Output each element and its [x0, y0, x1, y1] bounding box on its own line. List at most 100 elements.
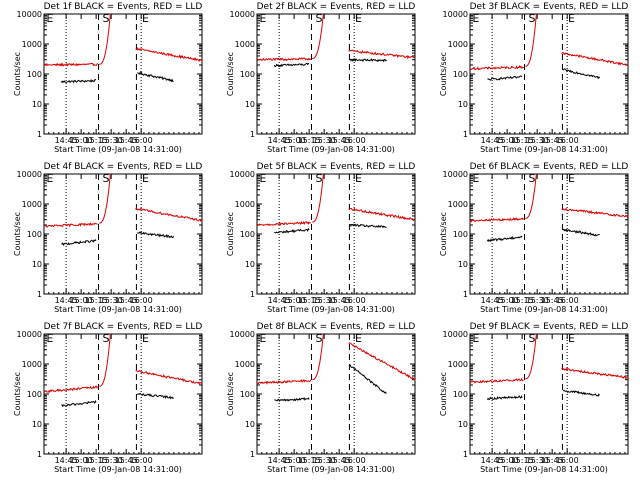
x-tick-label: 15:00	[70, 296, 93, 305]
lld-series-line	[525, 173, 537, 219]
plot-frame	[469, 13, 629, 135]
x-tick-label: 15:15	[85, 136, 108, 145]
x-axis-label: Start Time (09-Jan-08 14:31:00)	[54, 305, 182, 314]
x-axis-label: Start Time (09-Jan-08 14:31:00)	[54, 465, 182, 474]
lld-series-line	[525, 333, 537, 380]
y-tick-label: 10000	[17, 330, 42, 339]
plot-frame	[256, 333, 416, 455]
x-tick-label: 15:00	[283, 456, 306, 465]
x-tick-label: 15:15	[511, 136, 534, 145]
x-tick-label: 15:30	[100, 296, 123, 305]
interval-marker: E	[355, 172, 362, 185]
events-series-line	[137, 70, 174, 83]
lld-series-line	[43, 222, 98, 228]
plot-frame	[43, 333, 203, 455]
y-tick-label: 1000	[235, 200, 255, 209]
y-tick-label: 1	[463, 450, 468, 459]
y-axis-label: Counts/sec	[226, 52, 235, 96]
y-tick-label: 10	[458, 100, 468, 109]
x-tick-label: 16:00	[556, 296, 579, 305]
x-tick-label: 15:15	[85, 296, 108, 305]
panel-title: Det 1f BLACK = Events, RED = LLD	[44, 2, 203, 12]
x-tick-label: 15:15	[298, 456, 321, 465]
interval-marker: S	[315, 12, 322, 25]
interval-marker: E	[46, 172, 53, 185]
y-tick-label: 100	[240, 390, 255, 399]
lld-series-line	[525, 13, 537, 67]
lld-series-line	[99, 13, 111, 65]
detector-panel: Det 9f BLACK = Events, RED = LLD 1 10 100 10…	[439, 322, 629, 474]
x-axis-label: Start Time (09-Jan-08 14:31:00)	[267, 145, 395, 154]
detector-panel: Det 1f BLACK = Events, RED = LLD 1 10 100 10…	[13, 2, 203, 154]
x-tick-label: 16:00	[343, 456, 366, 465]
x-axis-label: Start Time (09-Jan-08 14:31:00)	[54, 145, 182, 154]
x-tick-label: 14:45	[481, 296, 504, 305]
x-tick-label: 15:30	[313, 296, 336, 305]
lld-series-line	[43, 385, 99, 394]
lld-series-line	[469, 377, 524, 384]
detector-panel: Det 2f BLACK = Events, RED = LLD 1 10 100 10…	[226, 2, 416, 154]
y-tick-label: 10000	[230, 330, 255, 339]
x-tick-label: 15:45	[115, 136, 138, 145]
interval-marker: S	[528, 12, 535, 25]
x-tick-label: 16:00	[343, 136, 366, 145]
x-tick-label: 15:15	[85, 456, 108, 465]
y-axis-label: Counts/sec	[226, 372, 235, 416]
y-tick-label: 1000	[448, 360, 468, 369]
plot-frame	[256, 13, 416, 135]
events-series-line	[274, 397, 310, 402]
y-tick-label: 10000	[230, 170, 255, 179]
x-tick-label: 15:45	[328, 296, 351, 305]
x-tick-label: 15:45	[115, 456, 138, 465]
interval-marker: S	[528, 332, 535, 345]
x-tick-label: 14:45	[55, 136, 78, 145]
y-tick-label: 100	[27, 70, 42, 79]
interval-marker: S	[102, 12, 109, 25]
x-tick-label: 15:00	[70, 136, 93, 145]
y-tick-label: 1	[37, 450, 42, 459]
x-tick-label: 15:30	[100, 456, 123, 465]
x-tick-label: 16:00	[556, 136, 579, 145]
plot-frame	[43, 173, 203, 295]
y-tick-label: 1000	[235, 360, 255, 369]
x-tick-label: 15:00	[496, 136, 519, 145]
interval-marker: S	[315, 172, 322, 185]
x-axis-label: Start Time (09-Jan-08 14:31:00)	[480, 465, 608, 474]
interval-marker: E	[355, 332, 362, 345]
lld-series-line	[43, 62, 99, 67]
x-tick-label: 15:45	[541, 296, 564, 305]
y-axis-label: Counts/sec	[13, 212, 22, 256]
y-tick-label: 10000	[230, 10, 255, 19]
y-tick-label: 1000	[22, 40, 42, 49]
y-tick-label: 100	[453, 230, 468, 239]
events-series-line	[349, 57, 387, 63]
y-axis-label: Counts/sec	[13, 52, 22, 96]
y-tick-label: 1	[250, 130, 255, 139]
lld-series-line	[312, 173, 324, 223]
interval-marker: S	[102, 172, 109, 185]
y-tick-label: 1	[463, 130, 468, 139]
lld-series-line	[561, 366, 629, 380]
x-tick-label: 14:45	[55, 296, 78, 305]
detector-panel: Det 6f BLACK = Events, RED = LLD 1 10 100 10…	[439, 162, 629, 314]
x-tick-label: 15:30	[526, 296, 549, 305]
detector-panel: Det 8f BLACK = Events, RED = LLD 1 10 100 10…	[226, 322, 416, 474]
plot-frame	[469, 333, 629, 455]
lld-series-line	[469, 65, 524, 71]
y-tick-label: 1	[250, 450, 255, 459]
panel-title: Det 3f BLACK = Events, RED = LLD	[470, 2, 629, 12]
lld-series-line	[99, 173, 111, 224]
y-axis-label: Counts/sec	[226, 212, 235, 256]
plot-frame	[469, 173, 629, 295]
y-tick-label: 10	[32, 100, 42, 109]
events-series-line	[273, 62, 310, 68]
y-tick-label: 100	[240, 230, 255, 239]
events-series-line	[562, 68, 601, 80]
events-series-line	[486, 395, 523, 400]
events-series-line	[61, 400, 97, 408]
lld-series-line	[312, 333, 324, 381]
panel-title: Det 8f BLACK = Events, RED = LLD	[257, 322, 416, 332]
panel-title: Det 9f BLACK = Events, RED = LLD	[470, 322, 629, 332]
x-tick-label: 14:45	[268, 296, 291, 305]
